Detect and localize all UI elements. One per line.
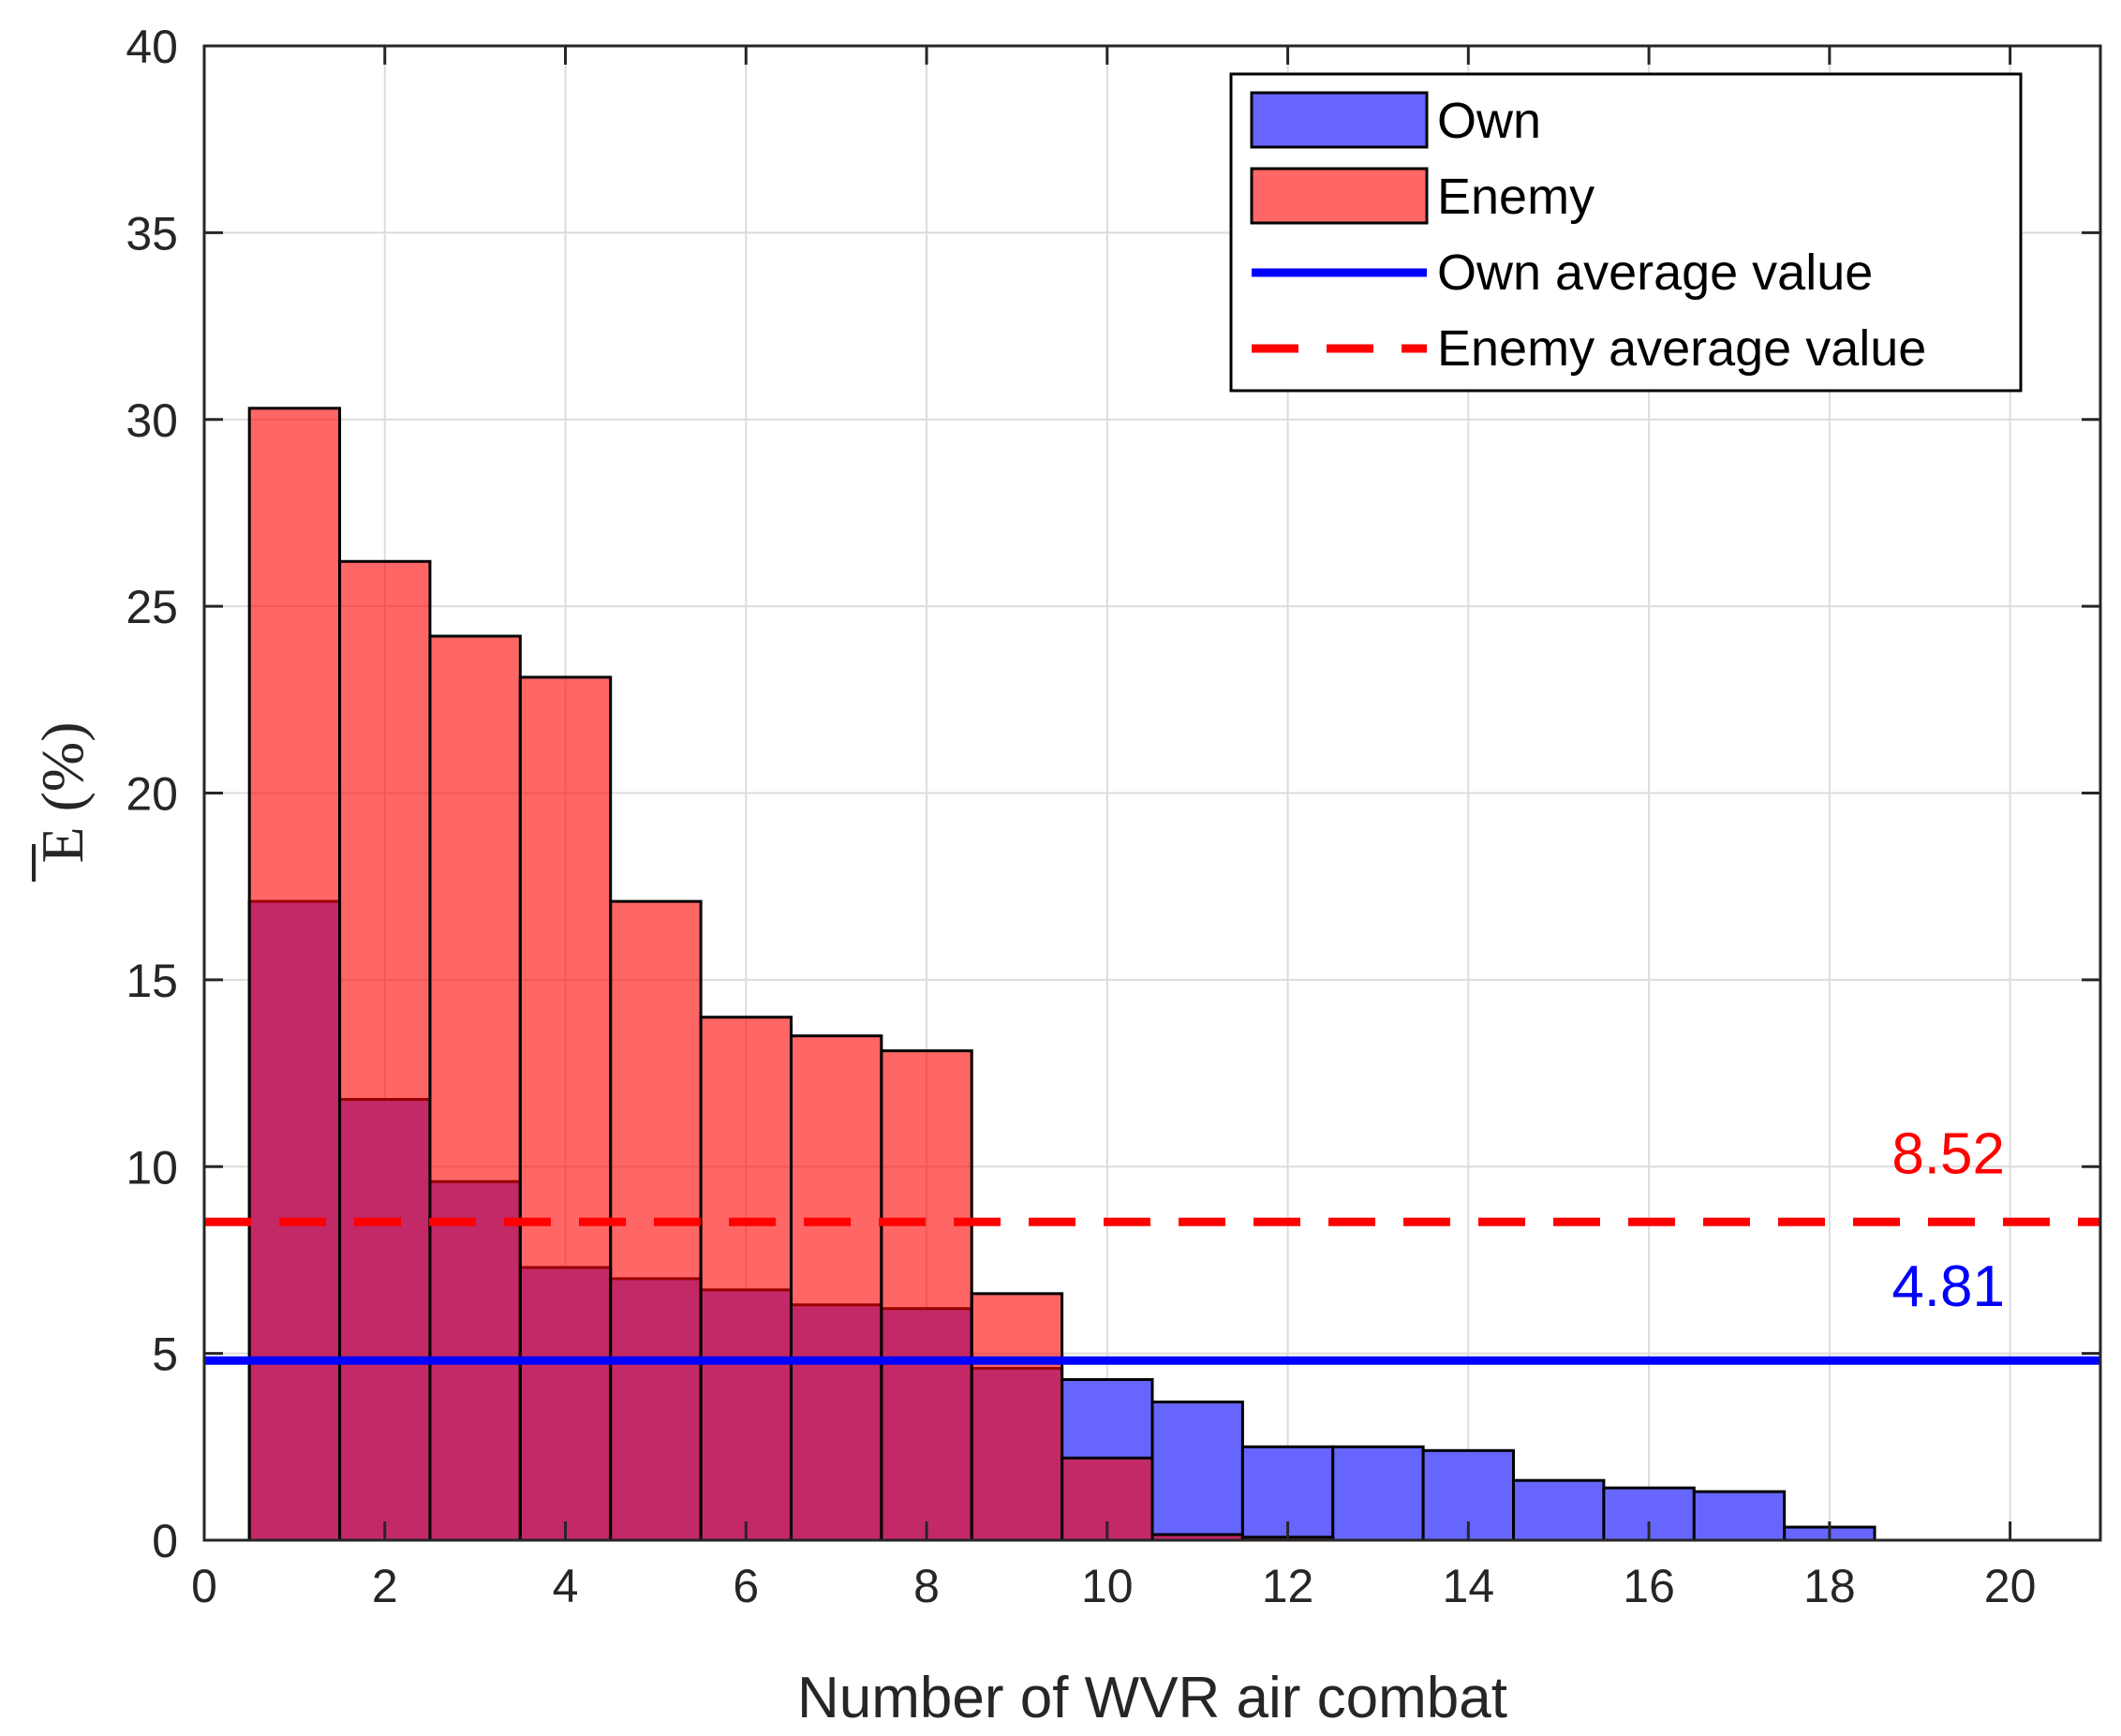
y-axis-title: E (%) — [29, 721, 96, 863]
x-tick-label-20: 20 — [1984, 1560, 2037, 1612]
y-tick-label-40: 40 — [126, 21, 178, 73]
x-tick-label-8: 8 — [913, 1560, 940, 1612]
y-tick-label-35: 35 — [126, 207, 178, 260]
x-tick-label-18: 18 — [1803, 1560, 1856, 1612]
y-tick-label-5: 5 — [152, 1328, 178, 1381]
y-tick-label-30: 30 — [126, 394, 178, 447]
legend: Own Enemy Own average value Enemy averag… — [1229, 72, 2023, 393]
legend-enemy-swatch — [1250, 167, 1429, 225]
average-lines — [204, 1217, 2100, 1365]
x-tick-label-12: 12 — [1262, 1560, 1314, 1612]
x-tick-label-16: 16 — [1623, 1560, 1675, 1612]
y-tick-label-0: 0 — [152, 1515, 178, 1567]
enemy-bar-9 — [970, 1292, 1064, 1542]
own-bar-15 — [1512, 1478, 1606, 1542]
legend-own-swatch — [1250, 91, 1429, 149]
own-average-annotation: 4.81 — [1891, 1254, 2005, 1319]
y-tick-label-15: 15 — [126, 955, 178, 1007]
x-tick-label-2: 2 — [372, 1560, 398, 1612]
x-tick-label-6: 6 — [733, 1560, 759, 1612]
x-tick-label-14: 14 — [1443, 1560, 1495, 1612]
own-bar-11 — [1150, 1400, 1244, 1542]
enemy-average-annotation: 8.52 — [1891, 1121, 2005, 1186]
legend-own-average-label: Own average value — [1437, 245, 1873, 301]
legend-own-label: Own — [1437, 93, 1541, 149]
y-tick-label-10: 10 — [126, 1141, 178, 1194]
y-axis-ticks: 0 5 10 15 20 25 30 35 40 — [126, 21, 2100, 1567]
y-axis-title-group: E (%) — [29, 721, 96, 882]
own-bar-17 — [1692, 1490, 1787, 1542]
enemy-bar-3 — [428, 634, 522, 1542]
y-tick-label-25: 25 — [126, 581, 178, 633]
enemy-bar-7 — [789, 1034, 883, 1542]
own-bar-13 — [1331, 1445, 1425, 1542]
enemy-bar-2 — [338, 559, 432, 1542]
x-tick-label-10: 10 — [1081, 1560, 1134, 1612]
enemy-bar-4 — [518, 675, 613, 1542]
legend-enemy-label: Enemy — [1437, 169, 1594, 225]
legend-enemy-average-label: Enemy average value — [1437, 320, 1926, 377]
x-axis-title: Number of WVR air combat — [797, 1666, 1507, 1730]
enemy-bar-6 — [699, 1016, 793, 1542]
x-tick-label-0: 0 — [191, 1560, 217, 1612]
enemy-bar-8 — [880, 1049, 973, 1542]
enemy-bar-1 — [247, 407, 342, 1542]
x-axis-ticks: 0 2 4 6 8 10 12 14 16 18 20 — [191, 46, 2036, 1612]
x-tick-label-4: 4 — [553, 1560, 579, 1612]
y-tick-label-20: 20 — [126, 768, 178, 821]
